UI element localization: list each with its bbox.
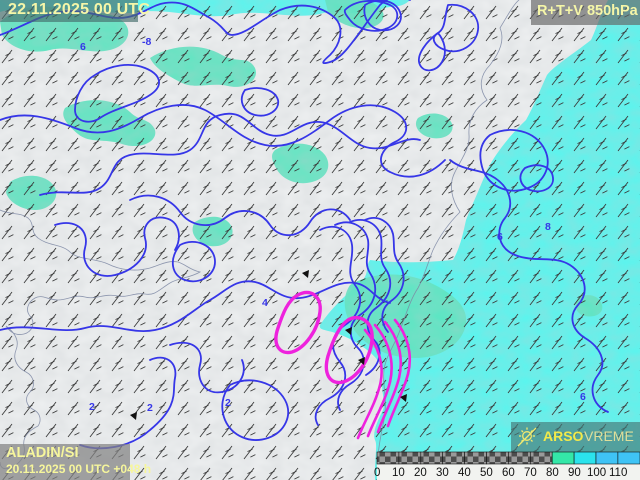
svg-text:40: 40 [458, 467, 471, 479]
svg-text:30: 30 [436, 467, 449, 479]
svg-text:80: 80 [546, 467, 559, 479]
svg-text:10: 10 [392, 467, 405, 479]
svg-text:70: 70 [524, 467, 537, 479]
svg-text:110: 110 [609, 467, 627, 479]
svg-text:100: 100 [587, 467, 606, 479]
svg-text:20: 20 [414, 467, 427, 479]
svg-text:0: 0 [374, 467, 380, 479]
svg-text:50: 50 [480, 467, 493, 479]
svg-text:90: 90 [568, 467, 581, 479]
svg-text:60: 60 [502, 467, 515, 479]
